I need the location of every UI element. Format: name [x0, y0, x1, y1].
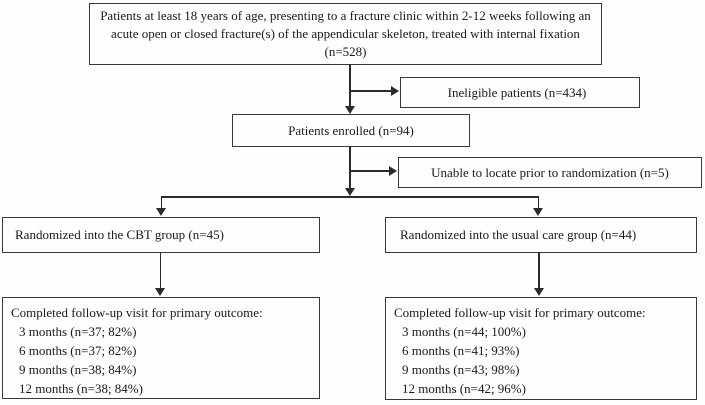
arrowhead-down-to-cbt-icon	[156, 208, 166, 216]
arrowhead-down-to-enrolled-icon	[345, 106, 355, 114]
cbt-followup-3mo: 3 months (n=37; 82%)	[19, 323, 137, 339]
arrowhead-right-to-unable-icon	[389, 166, 397, 176]
cbt-followup-heading: Completed follow-up visit for primary ou…	[11, 304, 263, 320]
connector-to-ineligible-line	[349, 90, 392, 92]
node-cbt-followup-list: Completed follow-up visit for primary ou…	[3, 299, 319, 398]
node-unable-to-locate: Unable to locate prior to randomization …	[398, 157, 702, 188]
usual-followup-6mo: 6 months (n=41; 93%)	[402, 343, 520, 358]
cbt-followup-6mo: 6 months (n=37; 82%)	[19, 342, 137, 358]
connector-to-unable-line	[349, 170, 389, 172]
usual-followup-9mo: 9 months (n=43; 98%)	[402, 362, 520, 377]
node-usual-care-followup: Completed follow-up visit for primary ou…	[385, 297, 697, 400]
arrowhead-down-to-usual-followup-icon	[534, 288, 544, 296]
node-ineligible-patients: Ineligible patients (n=434)	[400, 77, 640, 108]
node-patients-enrolled: Patients enrolled (n=94)	[232, 114, 470, 147]
node-eligible-patients-text: Patients at least 18 years of age, prese…	[100, 8, 591, 59]
usual-followup-12mo: 12 months (n=42; 96%)	[402, 381, 526, 396]
node-cbt-group: Randomized into the CBT group (n=45)	[2, 217, 320, 253]
usual-followup-heading: Completed follow-up visit for primary ou…	[394, 305, 646, 320]
node-patients-enrolled-text: Patients enrolled (n=94)	[288, 122, 414, 138]
node-eligible-patients: Patients at least 18 years of age, prese…	[89, 3, 602, 65]
node-usual-care-followup-list: Completed follow-up visit for primary ou…	[386, 299, 696, 398]
node-unable-to-locate-text: Unable to locate prior to randomization …	[431, 164, 669, 180]
connector-eligible-to-enrolled-line	[349, 64, 351, 107]
node-usual-care-group-text: Randomized into the usual care group (n=…	[400, 227, 637, 242]
cbt-followup-12mo: 12 months (n=38; 84%)	[19, 380, 143, 396]
arrowhead-down-to-usual-icon	[533, 208, 543, 216]
connector-split-bar-line	[160, 196, 539, 198]
connector-usual-to-followup-line	[538, 252, 540, 289]
connector-cbt-to-followup-line	[159, 252, 162, 289]
arrowhead-down-to-cbt-followup-icon	[155, 288, 165, 296]
arrowhead-down-to-split-icon	[345, 188, 355, 196]
node-ineligible-patients-text: Ineligible patients (n=434)	[447, 84, 587, 100]
usual-followup-3mo: 3 months (n=44; 100%)	[402, 324, 526, 339]
node-cbt-group-text: Randomized into the CBT group (n=45)	[15, 227, 224, 242]
cbt-followup-9mo: 9 months (n=38; 84%)	[19, 361, 137, 377]
node-usual-care-group: Randomized into the usual care group (n=…	[385, 217, 697, 253]
node-cbt-followup: Completed follow-up visit for primary ou…	[2, 297, 320, 399]
arrowhead-right-to-ineligible-icon	[391, 86, 399, 96]
connector-enrolled-to-split-line	[349, 146, 351, 189]
connector-split-to-cbt-line	[160, 196, 163, 209]
connector-split-to-usual-line	[537, 196, 540, 209]
